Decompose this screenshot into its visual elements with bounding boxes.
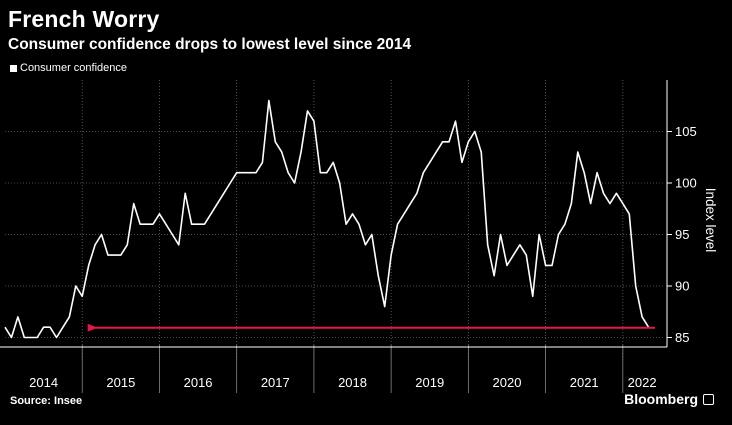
- legend-label: Consumer confidence: [20, 62, 128, 74]
- y-tick-label: 100: [675, 176, 697, 191]
- x-tick-label: 2016: [184, 375, 213, 390]
- x-tick-label: 2020: [493, 375, 522, 390]
- bloomberg-logo: Bloomberg: [624, 391, 714, 407]
- x-axis: 2014 2015 2016 2017 2018 2019 2020 2021 2022: [0, 345, 667, 393]
- y-axis: 85 90 95 100 105: [666, 80, 697, 347]
- y-tick-label: 90: [675, 279, 689, 294]
- x-tick-label: 2018: [338, 375, 367, 390]
- x-tick-label: 2017: [261, 375, 290, 390]
- y-tick-label: 105: [675, 124, 697, 139]
- x-tick-label: 2021: [570, 375, 599, 390]
- bloomberg-mark-icon: [703, 393, 714, 405]
- y-tick-label: 95: [675, 227, 689, 242]
- y-tick-label: 85: [675, 330, 689, 345]
- x-tick-label: 2014: [29, 375, 58, 390]
- x-tick-label: 2022: [628, 375, 657, 390]
- series-line-consumer-confidence: [4, 99, 650, 339]
- legend-swatch-icon: [10, 64, 17, 72]
- x-tick-label: 2015: [106, 375, 135, 390]
- source-note: Source: Insee: [10, 395, 83, 407]
- series-layer: [4, 99, 650, 339]
- gridlines: [5, 80, 665, 362]
- y-axis-label: Index level: [703, 188, 718, 253]
- brand-name: Bloomberg: [624, 391, 698, 407]
- chart-title: French Worry: [8, 6, 160, 32]
- chart-subtitle: Consumer confidence drops to lowest leve…: [8, 36, 412, 53]
- chart-legend: Consumer confidence: [10, 62, 127, 74]
- x-tick-label: 2019: [415, 375, 444, 390]
